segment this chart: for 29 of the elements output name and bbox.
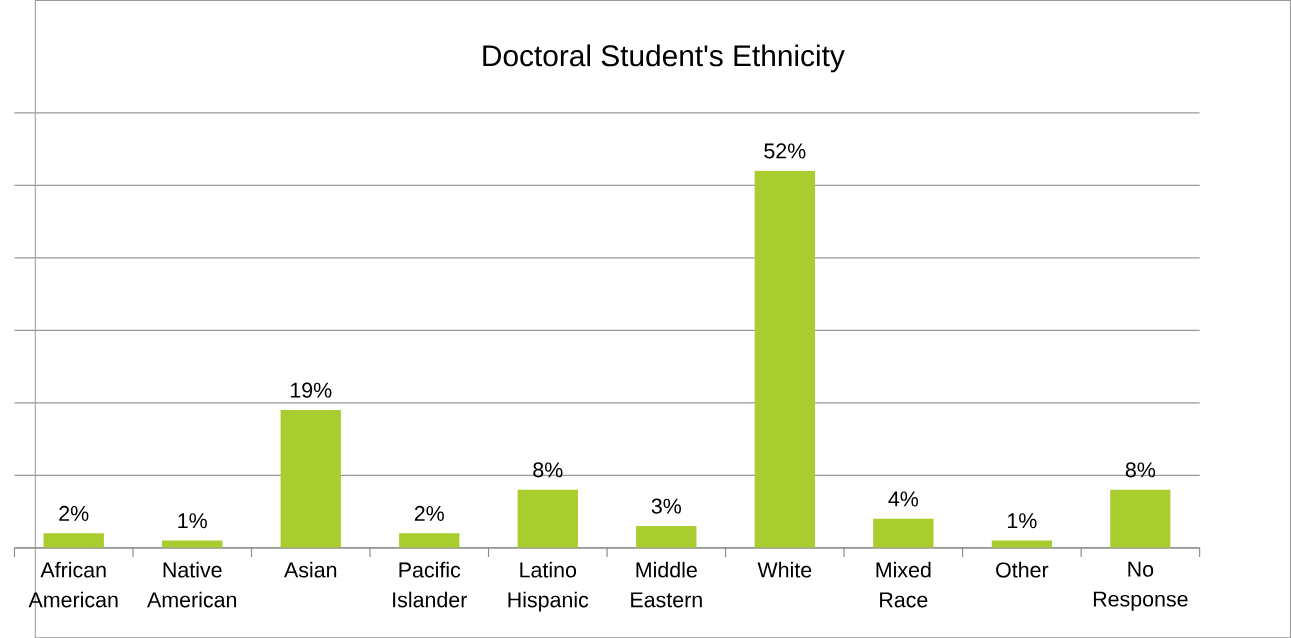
data-label: 1% <box>1008 513 1037 529</box>
data-label: 8% <box>533 462 563 478</box>
x-tick-label: Latino Hispanic <box>508 561 589 612</box>
bar <box>517 489 578 548</box>
x-tick-label: African American <box>28 561 118 608</box>
data-label: 2% <box>414 505 444 521</box>
chart-title: Doctoral Student's Ethnicity <box>483 44 845 73</box>
bar <box>280 409 341 548</box>
data-label: 8% <box>1125 462 1156 478</box>
data-label: 19% <box>290 382 332 398</box>
bar <box>873 518 934 548</box>
x-tick-label: Pacific Islander <box>393 561 467 608</box>
x-tick-label: Asian <box>284 561 337 578</box>
bar <box>1110 489 1171 548</box>
x-tick-label: Mixed Race <box>876 561 931 608</box>
data-label: 3% <box>651 498 682 514</box>
x-tick-label: No Response <box>1093 561 1188 611</box>
data-label: 2% <box>59 505 89 521</box>
x-tick-label: White <box>757 561 812 578</box>
bar <box>399 533 460 548</box>
data-label: 52% <box>764 143 806 159</box>
data-label: 1% <box>178 513 207 529</box>
x-tick-label: Middle Eastern <box>631 561 702 608</box>
bar <box>43 533 104 548</box>
data-label: 4% <box>888 491 919 507</box>
x-tick-label: Native American <box>147 561 237 608</box>
x-tick-label: Other <box>996 561 1049 578</box>
bar <box>636 525 697 548</box>
bar <box>754 170 815 548</box>
